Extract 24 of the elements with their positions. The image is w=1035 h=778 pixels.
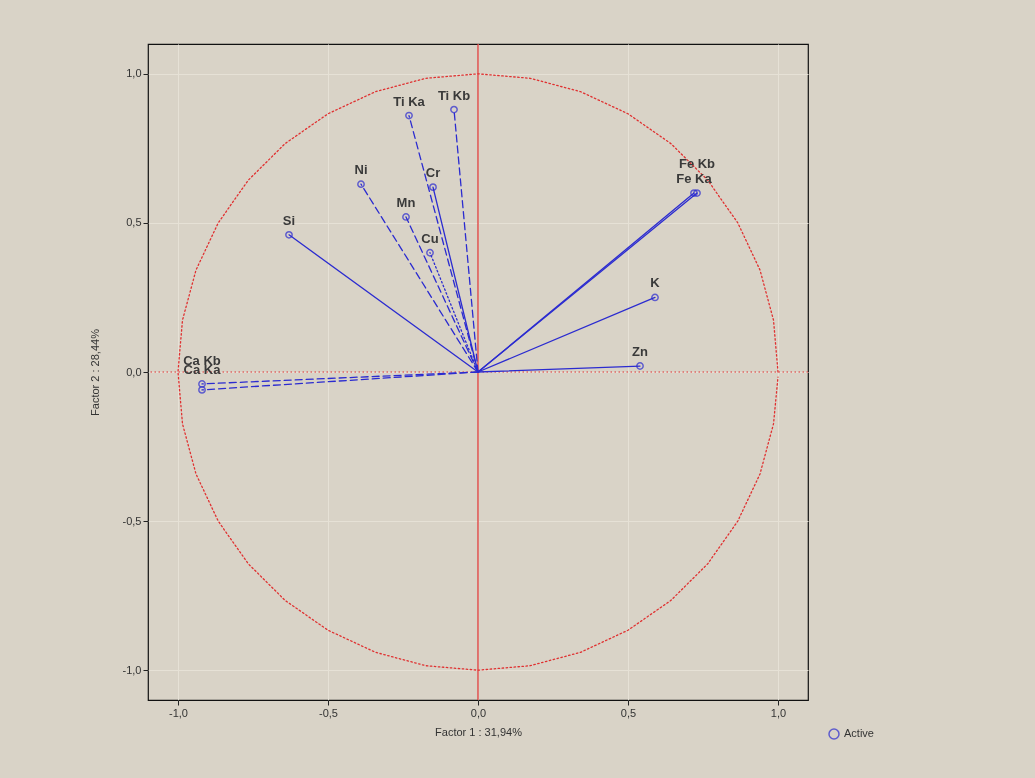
annotation: Ti Ka [393,93,426,109]
x-axis-title: Factor 1 : 31,94% [435,725,523,738]
annotation: Ni [354,162,368,178]
y-tick-label: 0,5 [126,216,142,229]
x-tick-label: -0,5 [319,706,338,719]
x-tick-label: 1,0 [770,706,787,719]
legend-label: Active [844,727,874,739]
annotation: Cu [421,230,439,246]
annotation: Fe Kb [678,156,716,172]
annotation: Mn [396,194,416,210]
annotation: Si [282,212,296,228]
y-tick-label: 1,0 [126,67,142,80]
y-tick-label: 0,0 [126,365,142,378]
y-tick-label: -0,5 [122,514,142,527]
y-axis-title: Factor 2 : 28,44% [88,328,101,416]
annotation: Zn [632,344,648,360]
x-tick-label: 0,0 [470,706,487,719]
annotation: K [650,275,661,291]
annotation: Ti Kb [437,87,471,103]
x-tick-label: -1,0 [169,706,188,719]
y-tick-label: -1,0 [122,663,142,676]
annotation: Cr [425,165,441,181]
annotation: Fe Ka [676,171,713,187]
x-tick-label: 0,5 [620,706,637,719]
